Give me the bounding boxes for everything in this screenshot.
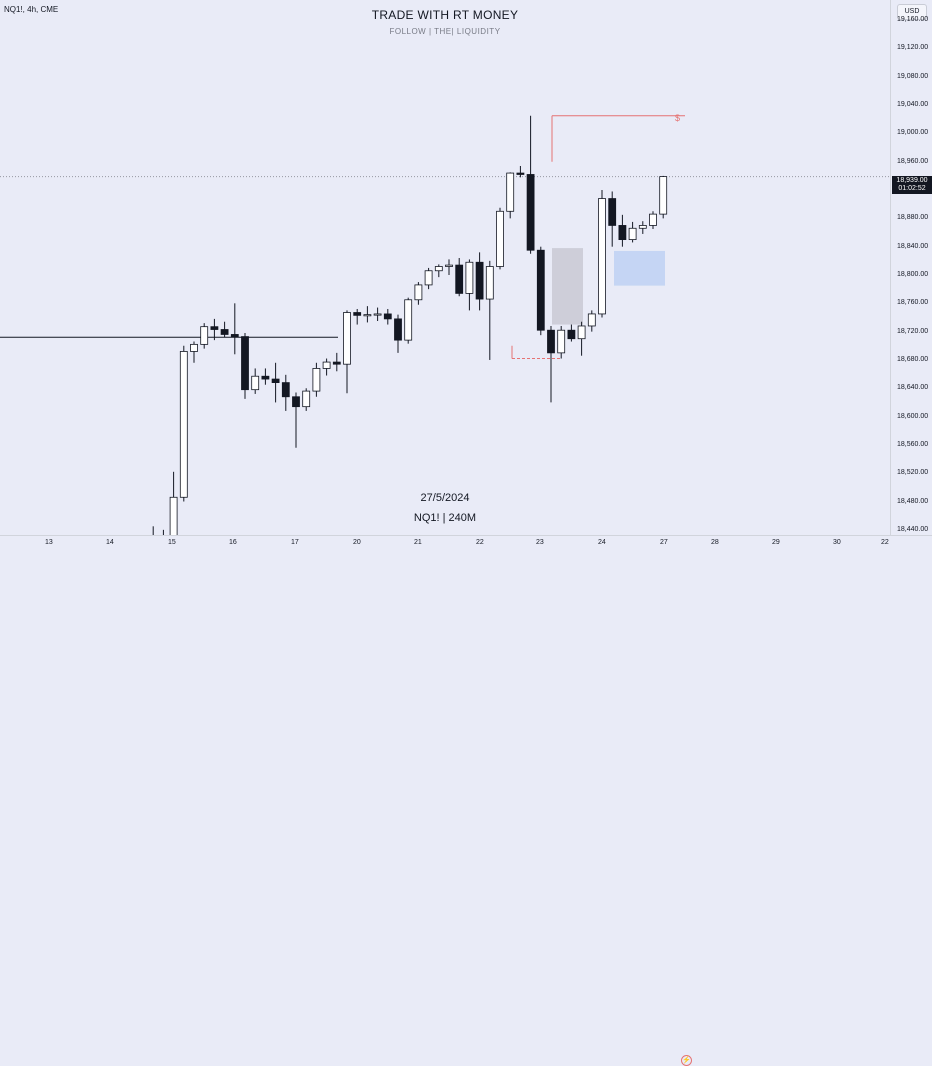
- candle-up: [414, 284, 423, 301]
- candle-down: [536, 249, 545, 331]
- date-tick-label: 23: [536, 539, 544, 546]
- chart-plot-area[interactable]: NQ1!, 4h, CME TRADE WITH RT MONEY FOLLOW…: [0, 0, 890, 535]
- time-axis[interactable]: 13 14 15 16 17 20 21 22 23 24 27 28 29 30 22 ⚡: [0, 535, 932, 1066]
- candle-up: [485, 266, 494, 300]
- candle-up: [557, 329, 566, 354]
- price-chart[interactable]: [0, 0, 890, 535]
- candle-up: [598, 198, 606, 315]
- candle-down: [271, 378, 280, 383]
- candle-down: [261, 375, 270, 380]
- candle-up: [638, 225, 647, 229]
- symbol-info: NQ1!, 4h, CME: [4, 5, 59, 14]
- date-tick-label: 22: [881, 539, 889, 546]
- date-tick-label: 17: [291, 539, 299, 546]
- candle-down: [241, 336, 249, 391]
- candle-down: [220, 329, 229, 335]
- candle-up: [445, 264, 453, 267]
- candle-up: [179, 351, 188, 498]
- current-price-label: 18,939.00: [896, 177, 928, 184]
- candle-up: [649, 213, 657, 226]
- price-tick-label: 19,040.00: [897, 101, 929, 109]
- candle-up: [322, 361, 331, 369]
- candle-up: [628, 227, 637, 241]
- date-tick-label: 28: [711, 539, 719, 546]
- price-tick-label: 18,880.00: [897, 214, 929, 222]
- candle-up: [343, 312, 351, 365]
- candle-down: [210, 326, 219, 330]
- date-tick-label: 27: [660, 539, 668, 546]
- price-tick-label: 19,160.00: [897, 16, 929, 24]
- candle-up: [363, 314, 372, 317]
- price-tick-label: 18,840.00: [897, 242, 929, 250]
- chart-subtitle: FOLLOW | THE| LIQUIDITY: [389, 27, 501, 36]
- price-tick-label: 19,120.00: [897, 44, 929, 52]
- candle-down: [475, 261, 484, 300]
- candle-up: [373, 313, 382, 316]
- price-tick-label: 18,800.00: [897, 271, 929, 278]
- date-tick-label: 21: [414, 539, 422, 546]
- candle-up: [587, 313, 596, 327]
- candle-down: [353, 312, 362, 316]
- candle-up: [302, 390, 311, 408]
- price-tick-label: 18,640.00: [897, 384, 929, 392]
- candle-down: [455, 264, 464, 294]
- date-tick-label: 22: [476, 539, 484, 546]
- currency-button[interactable]: USD: [897, 4, 927, 20]
- date-tick-label: 15: [168, 539, 176, 546]
- candle-down: [608, 198, 617, 226]
- date-tick-label: 30: [833, 539, 841, 546]
- price-tick-label: 18,440.00: [897, 525, 929, 533]
- watermark-symbol: NQ1! | 240M: [413, 512, 477, 524]
- candle-up: [506, 172, 515, 212]
- candle-up: [577, 325, 586, 340]
- candle-down: [516, 172, 525, 175]
- watermark-date: 27/5/2024: [420, 492, 470, 504]
- candle-up: [465, 261, 474, 294]
- candle-up: [169, 496, 178, 535]
- candle-down: [292, 396, 300, 408]
- date-tick-label: 20: [353, 539, 361, 546]
- candle-up: [424, 270, 433, 286]
- candle-down: [526, 174, 535, 251]
- candle-up: [200, 326, 209, 345]
- liquidity-dollar-label: $: [675, 113, 681, 123]
- countdown-label: 01:02:52: [898, 185, 926, 192]
- chart-title: TRADE WITH RT MONEY: [371, 8, 519, 22]
- candle-down: [394, 318, 402, 341]
- price-tick-label: 18,720.00: [897, 327, 929, 335]
- price-tick-label: 18,760.00: [897, 299, 929, 307]
- date-tick-label: 13: [45, 539, 53, 546]
- candle-down: [547, 329, 555, 354]
- candle-up: [434, 266, 443, 272]
- date-tick-label: 29: [772, 539, 780, 546]
- blue-zone: [614, 250, 665, 286]
- candle-down: [567, 329, 576, 340]
- price-tick-label: 19,000.00: [897, 129, 929, 137]
- candle-up: [496, 210, 504, 267]
- candle-down: [332, 361, 341, 365]
- price-axis[interactable]: USD 19,160.00 19,120.00 19,080.00 19,040.00…: [890, 0, 932, 535]
- candle-down: [230, 334, 239, 337]
- candle-down: [281, 382, 290, 398]
- candle-up: [404, 299, 413, 341]
- date-tick-label: 16: [229, 539, 237, 546]
- candle-down: [383, 313, 392, 320]
- price-tick-label: 18,520.00: [897, 469, 929, 477]
- price-tick-label: 19,080.00: [897, 72, 929, 80]
- current-price-tag: 18,939.00 01:02:52: [892, 176, 932, 194]
- price-tick-label: 18,560.00: [897, 440, 929, 448]
- date-tick-label: 24: [598, 539, 606, 546]
- candle-up: [190, 343, 198, 352]
- price-tick-label: 18,480.00: [897, 497, 929, 505]
- candle-down: [618, 225, 627, 241]
- gray-zone: [552, 248, 583, 325]
- replay-clock-icon[interactable]: ⚡: [681, 1055, 692, 1066]
- price-tick-label: 18,960.00: [897, 157, 929, 165]
- price-tick-label: 18,600.00: [897, 412, 929, 420]
- candle-up: [312, 368, 321, 392]
- candle-up: [251, 375, 260, 391]
- date-tick-label: 14: [106, 539, 114, 546]
- candle-up: [659, 176, 668, 215]
- price-tick-label: 18,680.00: [897, 355, 929, 363]
